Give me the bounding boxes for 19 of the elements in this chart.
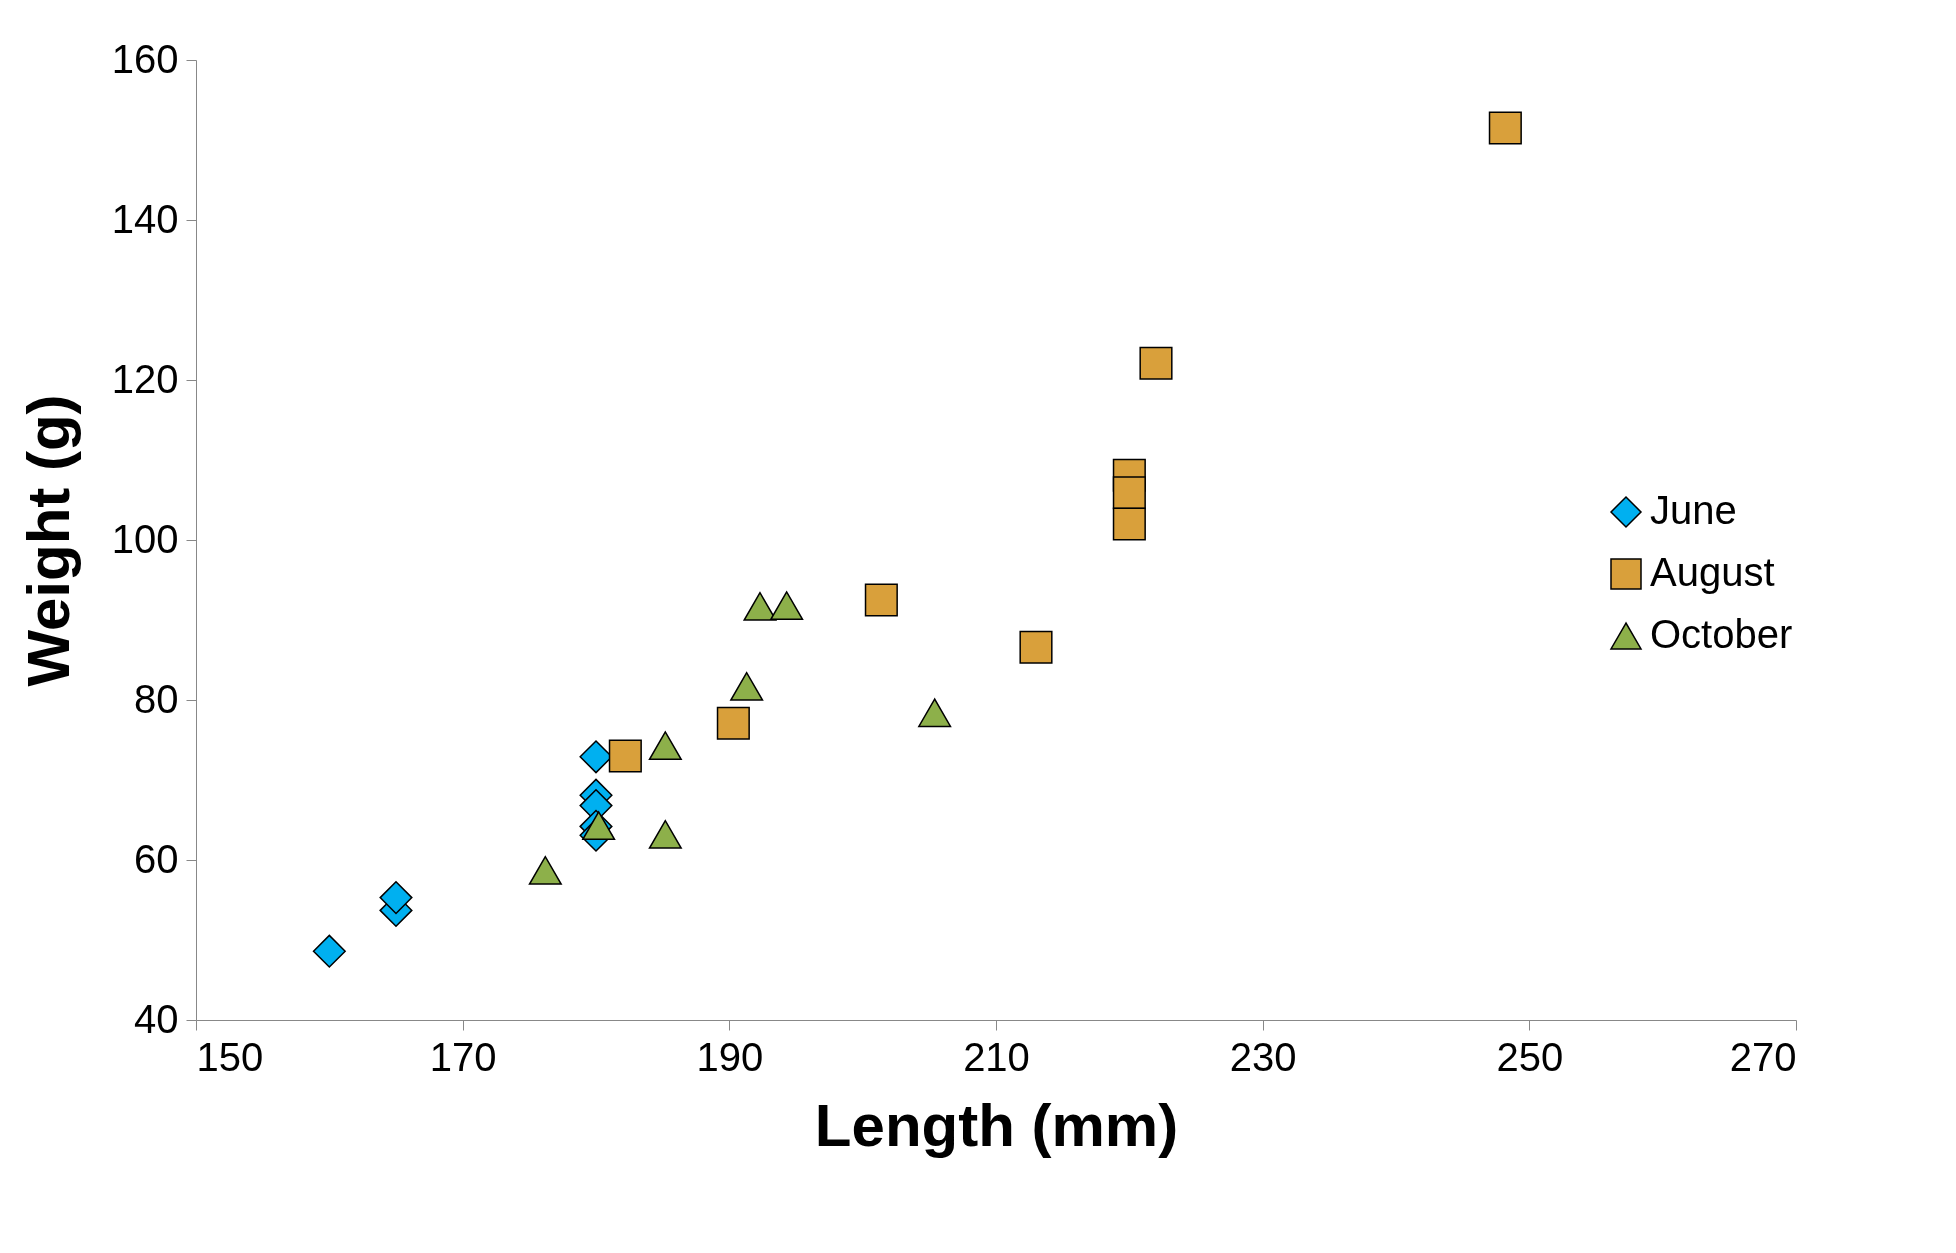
y-tick-label: 160 (111, 36, 179, 81)
y-tick-label: 60 (134, 836, 179, 881)
y-axis-title: Weight (g) (14, 394, 82, 687)
x-tick-label: 190 (696, 1034, 764, 1079)
y-tick-label: 120 (111, 356, 179, 401)
y-tick-label: 80 (134, 676, 179, 721)
legend-label: October (1650, 612, 1793, 656)
y-tick-label: 40 (134, 996, 179, 1041)
x-tick-label: 150 (196, 1034, 264, 1079)
x-tick-label: 250 (1496, 1034, 1564, 1079)
y-tick-label: 100 (111, 516, 179, 561)
x-tick-label: 210 (963, 1034, 1030, 1079)
legend-label: June (1650, 488, 1737, 532)
legend-label: August (1650, 550, 1775, 594)
y-tick-label: 140 (111, 196, 179, 241)
x-tick-label: 170 (429, 1034, 497, 1079)
x-axis-title: Length (mm) (814, 1091, 1179, 1159)
x-tick-label: 270 (1729, 1034, 1797, 1079)
x-tick-label: 230 (1229, 1034, 1297, 1079)
